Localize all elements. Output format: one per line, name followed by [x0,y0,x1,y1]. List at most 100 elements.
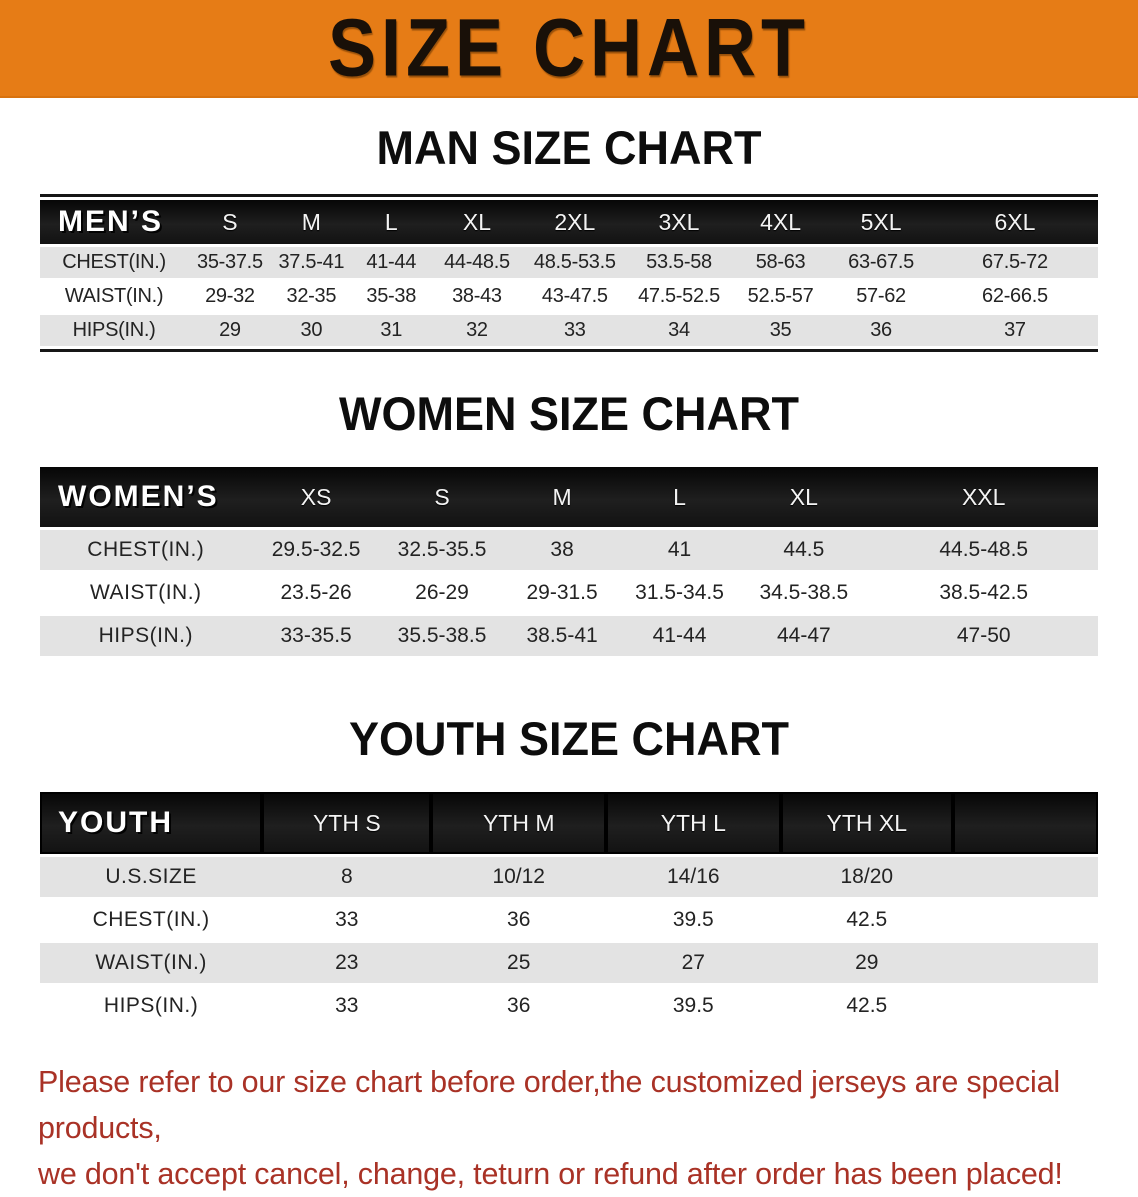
youth-section-heading: YOUTH SIZE CHART [348,711,789,766]
size-header-cell: XS [251,467,381,527]
measurement-label-cell: CHEST(IN.) [40,530,252,570]
size-value-cell: 39.5 [606,986,781,1026]
size-value-cell: 33-35.5 [251,616,381,656]
size-value-cell: 27 [606,943,781,983]
table-title-cell: YOUTH [40,792,263,854]
size-value-cell: 37 [931,315,1098,346]
size-value-cell: 38 [503,530,621,570]
women-size-table-wrap: WOMEN’S XS S M L XL XXL CHEST(IN.) 29.5-32.5 32.… [40,464,1098,659]
size-header-cell: 5XL [830,200,932,244]
size-value-cell: 62-66.5 [931,281,1098,312]
measurement-row: WAIST(IN.) 23 25 27 29 [40,943,1098,983]
size-value-cell: 31.5-34.5 [620,573,739,613]
size-value-cell: 29 [780,943,954,983]
measurement-label-cell: CHEST(IN.) [40,900,263,940]
size-value-cell: 8 [262,857,432,897]
size-value-cell: 58-63 [730,247,831,278]
size-value-cell: 38-43 [431,281,523,312]
size-header-cell: L [620,467,739,527]
size-table-header-row: WOMEN’S XS S M L XL XXL [40,467,1098,527]
size-value-cell: 38.5-41 [503,616,621,656]
size-value-cell: 35 [730,315,831,346]
size-value-cell: 41-44 [620,616,739,656]
size-value-cell: 39.5 [606,900,781,940]
size-value-cell: 47.5-52.5 [627,281,731,312]
size-header-cell: S [188,200,272,244]
size-value-cell: 44-48.5 [431,247,523,278]
order-policy-line-1: Please refer to our size chart before or… [38,1065,1060,1145]
size-value-cell: 44.5-48.5 [869,530,1098,570]
size-value-cell: 48.5-53.5 [522,247,628,278]
size-value-cell: 18/20 [780,857,954,897]
measurement-row: HIPS(IN.) 29 30 31 32 33 34 35 36 37 [40,315,1098,346]
size-value-cell: 42.5 [780,986,954,1026]
measurement-label-cell: WAIST(IN.) [40,943,263,983]
size-value-cell: 47-50 [869,616,1098,656]
size-value-cell: 43-47.5 [522,281,628,312]
men-size-table: MEN’S S M L XL 2XL 3XL 4XL 5XL 6XL CHEST(IN.) 35-3… [40,197,1098,349]
measurement-label-cell: HIPS(IN.) [40,616,252,656]
size-header-cell: YTH S [262,792,432,854]
size-value-cell: 14/16 [606,857,781,897]
size-value-cell: 34.5-38.5 [738,573,870,613]
size-value-cell: 41 [620,530,739,570]
measurement-row: HIPS(IN.) 33-35.5 35.5-38.5 38.5-41 41-44 44-… [40,616,1098,656]
size-value-cell: 33 [262,900,432,940]
measurement-label-cell: HIPS(IN.) [40,986,263,1026]
size-header-cell: S [380,467,504,527]
row-filler-cell [953,900,1098,940]
size-value-cell: 32.5-35.5 [380,530,504,570]
women-section-heading: WOMEN SIZE CHART [339,386,799,441]
size-table-header-row: MEN’S S M L XL 2XL 3XL 4XL 5XL 6XL [40,200,1098,244]
size-value-cell: 23 [262,943,432,983]
row-filler-cell [953,986,1098,1026]
row-filler-cell [953,857,1098,897]
size-value-cell: 36 [431,986,606,1026]
measurement-label-cell: U.S.SIZE [40,857,263,897]
size-value-cell: 42.5 [780,900,954,940]
size-value-cell: 34 [627,315,731,346]
size-header-cell: YTH XL [780,792,954,854]
size-value-cell: 36 [431,900,606,940]
men-section-heading: MAN SIZE CHART [376,120,762,175]
youth-size-table-wrap: YOUTH YTH S YTH M YTH L YTH XL U.S.SIZE 8 10/1… [40,789,1098,1029]
measurement-row: CHEST(IN.) 33 36 39.5 42.5 [40,900,1098,940]
size-header-cell: XL [738,467,870,527]
measurement-row: CHEST(IN.) 29.5-32.5 32.5-35.5 38 41 44.5 44.5… [40,530,1098,570]
size-header-cell: XL [431,200,523,244]
size-header-cell: 6XL [931,200,1098,244]
size-value-cell: 63-67.5 [830,247,932,278]
size-value-cell: 30 [271,315,352,346]
size-value-cell: 37.5-41 [271,247,352,278]
size-header-cell: YTH M [431,792,606,854]
size-header-cell: M [271,200,352,244]
size-value-cell: 29.5-32.5 [251,530,381,570]
size-header-cell: L [351,200,432,244]
size-value-cell: 35-37.5 [188,247,272,278]
size-value-cell: 23.5-26 [251,573,381,613]
measurement-label-cell: CHEST(IN.) [40,247,189,278]
size-header-cell: 3XL [627,200,731,244]
size-value-cell: 35.5-38.5 [380,616,504,656]
size-value-cell: 36 [830,315,932,346]
size-value-cell: 57-62 [830,281,932,312]
size-value-cell: 29-32 [188,281,272,312]
size-header-cell: XXL [869,467,1098,527]
table-title-cell: MEN’S [40,200,189,244]
size-value-cell: 25 [431,943,606,983]
size-value-cell: 67.5-72 [931,247,1098,278]
size-value-cell: 52.5-57 [730,281,831,312]
measurement-row: U.S.SIZE 8 10/12 14/16 18/20 [40,857,1098,897]
men-size-table-wrap: MEN’S S M L XL 2XL 3XL 4XL 5XL 6XL CHEST(IN.) 35-3… [40,194,1098,352]
measurement-label-cell: HIPS(IN.) [40,315,189,346]
size-value-cell: 29-31.5 [503,573,621,613]
size-value-cell: 32 [431,315,523,346]
page-title: SIZE CHART [328,2,810,94]
size-header-cell: 2XL [522,200,628,244]
size-value-cell: 10/12 [431,857,606,897]
size-value-cell: 44-47 [738,616,870,656]
size-value-cell: 35-38 [351,281,432,312]
size-header-cell: M [503,467,621,527]
size-value-cell: 33 [262,986,432,1026]
